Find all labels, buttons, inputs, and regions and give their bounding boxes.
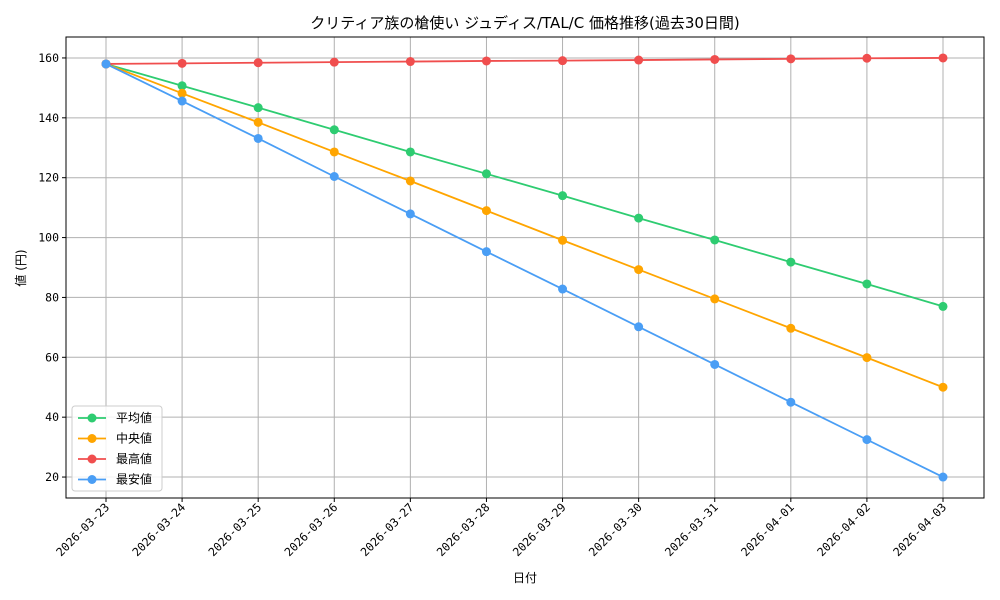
data-point bbox=[558, 56, 568, 66]
data-point bbox=[558, 191, 568, 201]
series-最高値 bbox=[101, 53, 948, 69]
data-point bbox=[862, 279, 872, 289]
legend-box bbox=[71, 405, 163, 492]
x-tick-label: 2026-03-27 bbox=[358, 500, 417, 559]
y-axis-label: 値 (円) bbox=[13, 249, 28, 286]
data-point bbox=[481, 206, 491, 216]
data-point bbox=[101, 59, 111, 69]
x-tick-label: 2026-04-01 bbox=[738, 500, 797, 559]
data-point bbox=[329, 171, 339, 181]
data-point bbox=[710, 54, 720, 64]
data-point bbox=[938, 472, 948, 482]
data-point bbox=[253, 117, 263, 127]
data-point bbox=[786, 257, 796, 267]
data-point bbox=[710, 294, 720, 304]
x-tick-label: 2026-03-24 bbox=[129, 500, 188, 559]
legend-swatch-marker bbox=[87, 413, 97, 423]
data-point bbox=[634, 265, 644, 275]
data-point bbox=[634, 55, 644, 65]
data-point bbox=[177, 96, 187, 106]
data-point bbox=[938, 382, 948, 392]
data-point bbox=[786, 397, 796, 407]
data-point bbox=[710, 235, 720, 245]
x-tick-label: 2026-03-25 bbox=[205, 500, 264, 559]
data-point bbox=[405, 147, 415, 157]
data-point bbox=[253, 103, 263, 113]
data-point bbox=[786, 323, 796, 333]
data-point bbox=[177, 81, 187, 91]
legend-label: 最高値 bbox=[116, 451, 152, 466]
x-tick-label: 2026-03-29 bbox=[510, 500, 569, 559]
series-group bbox=[101, 53, 948, 482]
legend-item: 平均値 bbox=[78, 410, 152, 425]
data-point bbox=[558, 284, 568, 294]
data-point bbox=[634, 322, 644, 332]
x-axis: 2026-03-23 2026-03-24 2026-03-25 2026-03-26… bbox=[53, 498, 949, 559]
data-point bbox=[558, 235, 568, 245]
data-point bbox=[253, 133, 263, 143]
data-point bbox=[862, 435, 872, 445]
x-tick-label: 2026-03-23 bbox=[53, 500, 112, 559]
series-最安値 bbox=[101, 59, 948, 482]
legend-swatch-marker bbox=[87, 454, 97, 464]
y-tick-label: 80 bbox=[45, 290, 59, 304]
data-point bbox=[177, 58, 187, 68]
y-tick-label: 100 bbox=[38, 231, 59, 245]
y-axis: 20 40 60 80 100 120 140 160 bbox=[38, 51, 66, 484]
data-point bbox=[862, 53, 872, 63]
data-point bbox=[405, 176, 415, 186]
chart-title: クリティア族の槍使い ジュディス/TAL/C 価格推移(過去30日間) bbox=[310, 14, 740, 32]
y-tick-label: 60 bbox=[45, 350, 59, 364]
data-point bbox=[481, 247, 491, 257]
x-tick-label: 2026-04-02 bbox=[814, 500, 873, 559]
data-point bbox=[786, 54, 796, 64]
y-tick-label: 160 bbox=[38, 51, 59, 65]
data-point bbox=[938, 301, 948, 311]
data-point bbox=[177, 88, 187, 98]
data-point bbox=[405, 57, 415, 67]
grid bbox=[66, 37, 984, 498]
plot-frame bbox=[65, 36, 985, 499]
data-point bbox=[329, 57, 339, 67]
x-axis-label: 日付 bbox=[513, 571, 537, 585]
legend-swatch-marker bbox=[87, 475, 97, 484]
data-point bbox=[938, 53, 948, 63]
legend-swatch-marker bbox=[87, 434, 97, 443]
x-tick-label: 2026-03-26 bbox=[282, 500, 341, 559]
data-point bbox=[329, 147, 339, 157]
x-tick-label: 2026-03-28 bbox=[434, 500, 493, 559]
legend-item: 最高値 bbox=[78, 451, 152, 466]
data-point bbox=[253, 58, 263, 68]
series-平均値 bbox=[101, 59, 948, 311]
series-line bbox=[105, 63, 944, 308]
y-tick-label: 120 bbox=[38, 171, 59, 185]
legend-item: 中央値 bbox=[78, 431, 152, 446]
legend-label: 平均値 bbox=[116, 410, 152, 425]
x-tick-label: 2026-04-03 bbox=[890, 500, 949, 559]
data-point bbox=[481, 169, 491, 179]
series-line bbox=[105, 57, 944, 65]
y-tick-label: 20 bbox=[45, 470, 59, 484]
y-tick-label: 40 bbox=[45, 410, 59, 424]
y-tick-label: 140 bbox=[38, 111, 59, 125]
data-point bbox=[862, 353, 872, 363]
x-tick-label: 2026-03-30 bbox=[586, 500, 645, 559]
data-point bbox=[710, 359, 720, 369]
x-tick-label: 2026-03-31 bbox=[662, 500, 721, 559]
data-point bbox=[329, 125, 339, 135]
series-中央値 bbox=[101, 59, 948, 392]
data-point bbox=[405, 209, 415, 219]
legend-label: 最安値 bbox=[116, 472, 152, 487]
data-point bbox=[481, 56, 491, 66]
legend-label: 中央値 bbox=[116, 431, 152, 446]
data-point bbox=[634, 213, 644, 223]
series-line bbox=[105, 63, 944, 478]
series-line bbox=[105, 63, 944, 389]
legend-item: 最安値 bbox=[78, 472, 152, 487]
